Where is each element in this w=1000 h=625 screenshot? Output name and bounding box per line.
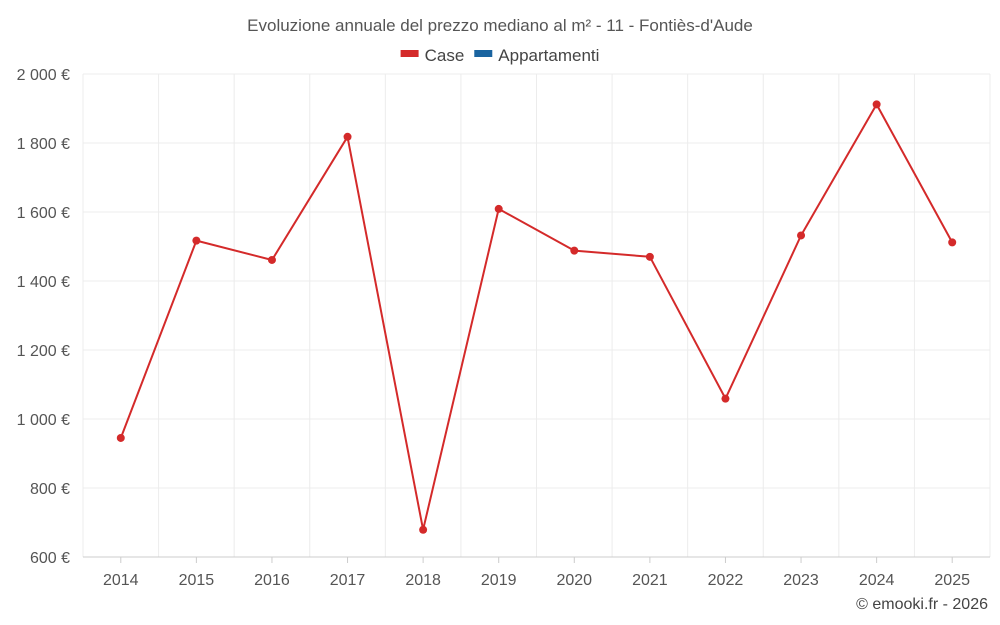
y-tick-label: 600 € — [30, 550, 70, 567]
data-point[interactable] — [721, 394, 730, 403]
data-point[interactable] — [797, 231, 806, 240]
legend-item-case[interactable]: Case — [400, 46, 465, 65]
x-tick-label: 2022 — [708, 572, 744, 589]
y-tick-label: 800 € — [30, 481, 70, 498]
legend: Case Appartamenti — [400, 46, 599, 65]
x-tick-label: 2024 — [859, 572, 895, 589]
credit-text: © emooki.fr - 2026 — [856, 596, 988, 613]
y-tick-label: 1 800 € — [17, 136, 70, 153]
x-tick-label: 2018 — [405, 572, 441, 589]
data-point[interactable] — [948, 238, 957, 247]
grid — [82, 73, 991, 558]
data-point[interactable] — [645, 252, 654, 261]
y-tick-label: 1 400 € — [17, 274, 70, 291]
x-tick-label: 2019 — [481, 572, 517, 589]
data-point[interactable] — [343, 132, 352, 141]
data-point[interactable] — [192, 236, 201, 245]
y-tick-label: 1 600 € — [17, 205, 70, 222]
legend-item-appartamenti[interactable]: Appartamenti — [474, 46, 599, 65]
data-point[interactable] — [872, 100, 881, 109]
x-tick-label: 2023 — [783, 572, 819, 589]
legend-swatch — [400, 50, 419, 57]
x-tick-label: 2025 — [934, 572, 970, 589]
y-tick-label: 1 200 € — [17, 343, 70, 360]
data-point[interactable] — [419, 525, 428, 534]
x-tick-label: 2016 — [254, 572, 290, 589]
chart-title: Evoluzione annuale del prezzo mediano al… — [247, 16, 753, 35]
series-line-case — [119, 103, 954, 531]
x-axis: 2014 2015 2016 2017 2018 2019 2020 2021 2022 2023… — [83, 556, 990, 589]
y-tick-label: 1 000 € — [17, 412, 70, 429]
x-tick-label: 2014 — [103, 572, 139, 589]
legend-label: Case — [425, 46, 465, 65]
x-tick-label: 2020 — [556, 572, 592, 589]
x-tick-label: 2017 — [330, 572, 366, 589]
legend-swatch — [474, 50, 493, 57]
x-tick-label: 2015 — [179, 572, 215, 589]
y-tick-label: 2 000 € — [17, 67, 70, 84]
y-axis: 600 € 800 € 1 000 € 1 200 € 1 400 € 1 600 € 1 … — [17, 67, 70, 567]
data-point[interactable] — [494, 204, 503, 213]
legend-label: Appartamenti — [498, 46, 599, 65]
x-tick-label: 2021 — [632, 572, 668, 589]
data-point[interactable] — [267, 255, 276, 264]
series-layer — [116, 100, 957, 534]
data-point[interactable] — [570, 246, 579, 255]
data-point[interactable] — [116, 433, 125, 442]
